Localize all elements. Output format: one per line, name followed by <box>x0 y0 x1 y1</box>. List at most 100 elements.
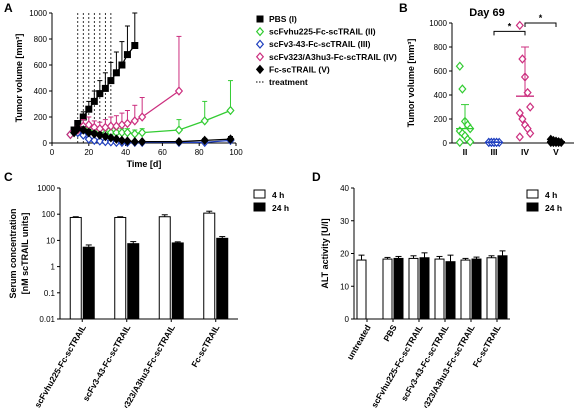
data-point <box>96 90 104 98</box>
bar <box>69 216 82 320</box>
y-tick-label: 0 <box>345 315 350 324</box>
data-point <box>107 77 115 85</box>
data-point <box>200 116 209 126</box>
group-II <box>455 61 475 148</box>
significance-star: * <box>539 13 543 23</box>
legend-entry: 24 h <box>545 203 562 213</box>
x-category-label: scFvhu225-Fc-scTRAIL <box>369 323 425 408</box>
legend-marker <box>255 52 265 62</box>
bar <box>497 255 508 320</box>
panel-b: B Day 69 0 200 400 600 800 1000 Tumor volume [mm… <box>399 1 574 157</box>
legend-entry: PBS (I) <box>269 14 297 24</box>
data-point <box>455 61 464 71</box>
bar <box>471 258 482 320</box>
data-point <box>123 136 132 146</box>
y-tick-label: 0 <box>443 139 448 148</box>
data-point <box>101 131 110 142</box>
x-category-label: PBS <box>381 323 399 343</box>
data-point <box>515 108 524 118</box>
x-axis-title: Time [d] <box>127 159 162 169</box>
x-tick-label: 60 <box>158 148 167 157</box>
data-point <box>84 127 93 138</box>
legend-entry: 4 h <box>272 190 284 200</box>
significance-bracket <box>524 22 557 27</box>
bar <box>419 257 430 320</box>
data-point <box>130 129 139 139</box>
panel-c: C 0.01 0.1 1 10 100 1000 Serum concentration [nM… <box>4 170 289 408</box>
data-point <box>174 136 184 147</box>
data-point <box>226 134 235 144</box>
data-point <box>112 69 120 77</box>
data-point <box>526 128 535 139</box>
y-tick-label: 20 <box>340 250 349 259</box>
y-tick-label: 400 <box>34 87 48 96</box>
data-point <box>106 121 115 131</box>
y-tick-label: 1000 <box>37 184 55 193</box>
data-point <box>101 136 110 147</box>
legend-treatment: treatment <box>269 77 308 87</box>
significance-bracket <box>493 30 526 36</box>
data-point <box>138 112 147 122</box>
y-tick-label: 1000 <box>429 19 447 28</box>
panel-a: A 0 200 400 600 800 1000 0 20 40 60 80 100 Time [d] Tu… <box>4 1 397 169</box>
bar <box>127 243 140 320</box>
legend-entry: scFv3-43-Fc-scTRAIL (III) <box>269 39 371 49</box>
data-point <box>117 135 127 146</box>
data-point <box>90 135 99 146</box>
legend-entry: 4 h <box>545 190 557 200</box>
x-category-label: II <box>463 147 468 157</box>
x-tick-label: 100 <box>229 148 243 157</box>
y-axis-subtitle: [nM scTRAIL units] <box>20 213 30 295</box>
y-axis-title: Tumor volume [mm³] <box>14 34 24 123</box>
data-point <box>95 136 104 146</box>
y-axis-title: Serum concentration <box>8 208 18 298</box>
y-tick-label: 400 <box>434 91 448 100</box>
panel-b-title: Day 69 <box>469 7 504 19</box>
data-point <box>117 120 127 130</box>
bar <box>460 259 471 320</box>
data-point <box>518 114 527 124</box>
legend-swatch <box>526 189 539 199</box>
legend-swatch <box>253 189 266 199</box>
data-point <box>174 125 184 135</box>
y-axis-title: Tumor volume [mm³] <box>406 39 416 128</box>
legend-entry: Fc-scTRAIL (V) <box>269 64 330 74</box>
data-point <box>458 84 467 94</box>
x-category-label: III <box>490 147 497 157</box>
x-category-label: scFv3-43-Fc-scTRAIL <box>81 323 133 403</box>
data-point <box>106 133 115 143</box>
data-point <box>123 118 132 129</box>
x-tick-label: 80 <box>195 148 204 157</box>
data-point <box>515 20 524 31</box>
legend-swatch <box>526 202 539 212</box>
bar <box>408 257 419 320</box>
group-IV <box>515 20 535 142</box>
legend-entry: 24 h <box>272 203 289 213</box>
data-point <box>123 51 131 59</box>
y-axis-title: ALT activity [U/l] <box>320 218 330 288</box>
data-point <box>90 129 99 139</box>
data-point <box>226 105 235 116</box>
bar <box>203 212 216 320</box>
bar <box>434 258 445 320</box>
data-point <box>73 123 82 134</box>
y-tick-label: 200 <box>434 115 448 124</box>
x-tick-label: 20 <box>84 148 93 157</box>
bar <box>216 237 229 320</box>
y-tick-label: 1000 <box>29 9 47 18</box>
y-tick-label: 0 <box>43 139 48 148</box>
y-tick-label: 30 <box>340 217 349 226</box>
x-category-label: Fc-scTRAIL <box>189 323 221 369</box>
legend-marker <box>255 64 265 75</box>
x-category-label: scFvhu225-Fc-scTRAIL <box>32 323 88 408</box>
bar <box>382 258 393 320</box>
legend-marker <box>255 39 265 49</box>
legend-swatch <box>253 202 266 212</box>
data-point <box>79 125 88 135</box>
legend-entry: scFv323/A3hu3-Fc-scTRAIL (IV) <box>269 52 397 62</box>
y-tick-label: 10 <box>340 282 349 291</box>
data-point <box>84 134 93 144</box>
data-point <box>130 116 139 126</box>
data-point <box>466 137 475 147</box>
group-V <box>546 134 566 148</box>
